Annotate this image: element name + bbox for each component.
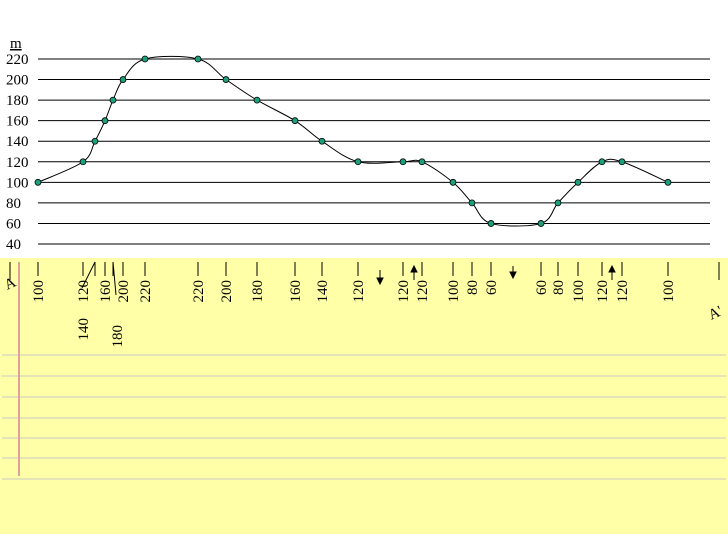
y-tick-label: 140 — [6, 134, 29, 150]
cross-section-area — [0, 258, 728, 534]
contour-label: 200 — [219, 280, 235, 303]
contour-label: 200 — [116, 280, 132, 303]
profile-point — [222, 76, 230, 83]
y-tick-label: 120 — [6, 155, 29, 171]
contour-label: 120 — [615, 280, 631, 303]
contour-label: 140 — [315, 280, 331, 303]
contour-label: 120 — [396, 280, 412, 303]
contour-label: 100 — [571, 280, 587, 303]
profile-point — [354, 158, 362, 166]
contour-label: 100 — [446, 280, 462, 303]
profile-point — [554, 199, 562, 207]
leader-line — [81, 261, 96, 289]
contour-label: 120 — [351, 280, 367, 303]
y-tick-label: 80 — [6, 196, 21, 212]
contour-label: 80 — [551, 280, 567, 295]
profile-point — [119, 76, 127, 83]
profile-point — [598, 158, 606, 166]
end-label: A' — [706, 303, 725, 323]
contour-label: 100 — [31, 280, 47, 303]
contour-label: 120 — [76, 280, 92, 303]
profile-point — [253, 96, 261, 104]
y-tick-label: 160 — [6, 114, 29, 130]
contour-label: 80 — [465, 280, 481, 295]
profile-point — [418, 158, 426, 166]
direction-arrows — [376, 264, 616, 286]
paper-lines — [2, 354, 726, 480]
profile-point — [318, 137, 326, 145]
profile-point — [79, 158, 87, 166]
profile-point — [468, 199, 476, 207]
y-tick-label: 200 — [6, 73, 29, 89]
contour-label: 220 — [138, 280, 154, 303]
contour-label: 120 — [595, 280, 611, 303]
contour-label: 220 — [191, 280, 207, 303]
y-tick-label: 60 — [6, 216, 21, 232]
y-axis-label: m — [10, 36, 22, 52]
contour-label: 120 — [415, 280, 431, 303]
profile-point — [109, 96, 117, 104]
profile-point — [449, 178, 457, 186]
profile-point — [618, 158, 626, 166]
contour-label: 100 — [661, 280, 677, 303]
profile-point — [101, 117, 109, 125]
profile-point — [664, 178, 672, 186]
profile-point — [574, 178, 582, 186]
profile-point — [291, 117, 299, 125]
contour-label: 60 — [534, 280, 550, 295]
profile-point — [34, 178, 42, 186]
contour-label: 180 — [110, 325, 126, 348]
profile-point — [194, 55, 202, 63]
contour-label: 160 — [98, 280, 114, 303]
y-tick-label: 40 — [6, 237, 21, 253]
contour-label: 160 — [288, 280, 304, 303]
contour-label: 180 — [250, 280, 266, 303]
profile-point — [487, 220, 495, 227]
profile-point — [141, 55, 149, 63]
contour-label: 140 — [76, 318, 92, 341]
y-tick-label: 180 — [6, 93, 29, 109]
profile-point — [399, 158, 407, 166]
leader-line — [112, 261, 117, 296]
profile-point — [537, 220, 545, 227]
profile-point — [91, 137, 99, 145]
contour-label: 60 — [484, 280, 500, 295]
y-tick-label: 100 — [6, 175, 29, 191]
y-tick-label: 220 — [6, 52, 29, 68]
